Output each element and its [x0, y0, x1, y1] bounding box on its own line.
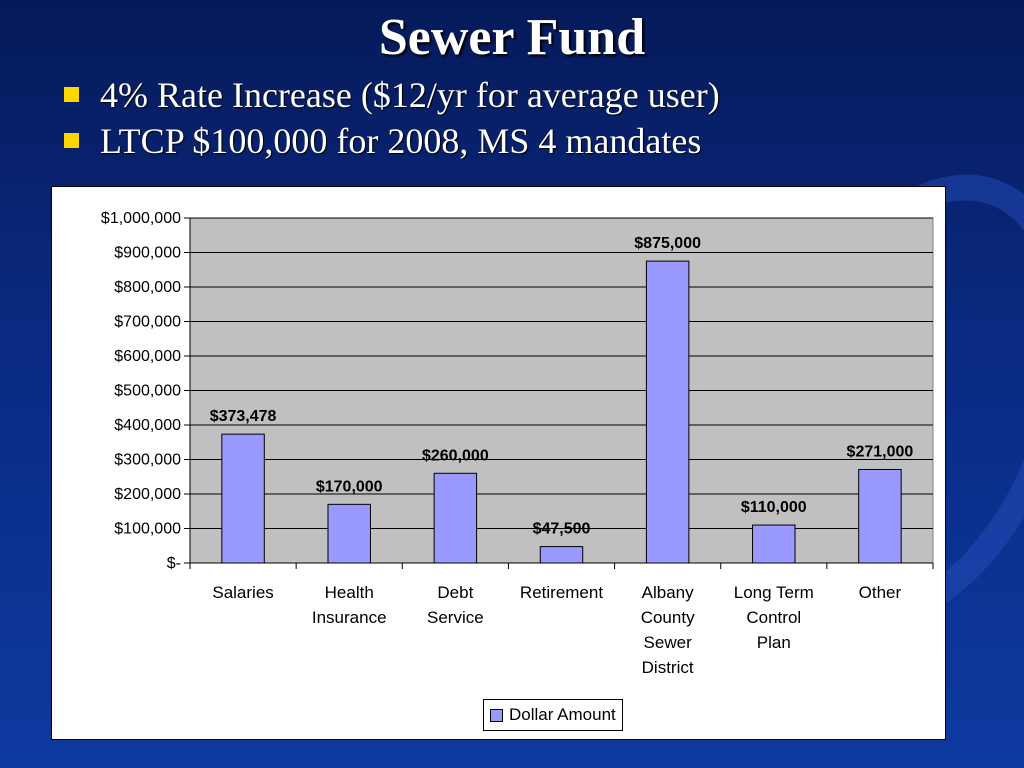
x-tick-label: Debt — [437, 583, 473, 602]
x-tick-label: Service — [427, 608, 484, 627]
y-tick-label: $100,000 — [114, 521, 181, 538]
square-bullet-icon — [64, 133, 79, 148]
x-tick-label: Salaries — [212, 583, 273, 602]
data-label: $260,000 — [422, 447, 489, 464]
slide-title: Sewer Fund — [378, 9, 646, 66]
bar — [327, 503, 371, 564]
x-tick-label: Insurance — [312, 608, 387, 627]
bullet-item: 4% Rate Increase ($12/yr for average use… — [62, 72, 720, 118]
bar — [221, 433, 265, 564]
data-label: $373,478 — [210, 408, 277, 425]
legend-label: Dollar Amount — [509, 705, 616, 724]
x-tick-label: Retirement — [520, 583, 603, 602]
y-tick-label: $- — [167, 555, 181, 572]
data-label: $271,000 — [847, 444, 914, 461]
x-tick-label: Long Term — [734, 583, 814, 602]
bullet-text: 4% Rate Increase ($12/yr for average use… — [100, 75, 720, 115]
bar-chart: $- $100,000 $200,000 $300,000 $400,000 $500,0… — [101, 210, 934, 677]
bullet-list: 4% Rate Increase ($12/yr for average use… — [62, 72, 720, 164]
bar — [645, 260, 690, 564]
bar — [752, 524, 796, 564]
chart-legend: Dollar Amount — [483, 699, 623, 731]
legend-swatch — [490, 708, 503, 722]
y-tick-label: $900,000 — [114, 245, 181, 262]
y-tick-label: $300,000 — [114, 452, 181, 469]
x-tick-label: Sewer — [644, 633, 693, 652]
x-tick-label: District — [642, 658, 694, 677]
x-tick-label: Albany — [642, 583, 694, 602]
data-label: $875,000 — [634, 235, 701, 252]
y-tick-label: $600,000 — [114, 348, 181, 365]
data-label: $47,500 — [533, 521, 591, 538]
x-tick-label: Control — [746, 608, 801, 627]
y-tick-label: $200,000 — [114, 486, 181, 503]
bar — [858, 469, 902, 564]
chart-container: $- $100,000 $200,000 $300,000 $400,000 $500,0… — [51, 186, 946, 740]
square-bullet-icon — [64, 87, 79, 102]
y-tick-label: $800,000 — [114, 279, 181, 296]
bar — [539, 546, 584, 564]
data-label: $110,000 — [741, 499, 807, 516]
x-tick-label: Health — [325, 583, 374, 602]
x-tick-label: Plan — [757, 633, 791, 652]
bullet-item: LTCP $100,000 for 2008, MS 4 mandates — [62, 118, 720, 164]
bullet-text: LTCP $100,000 for 2008, MS 4 mandates — [100, 121, 702, 161]
y-tick-label: $500,000 — [114, 383, 181, 400]
x-tick-label: Other — [859, 583, 902, 602]
data-label: $170,000 — [316, 478, 383, 495]
bar — [433, 472, 478, 564]
y-tick-label: $400,000 — [114, 417, 181, 434]
y-tick-label: $700,000 — [114, 314, 181, 331]
x-tick-label: County — [641, 608, 695, 627]
y-tick-label: $1,000,000 — [101, 210, 181, 227]
